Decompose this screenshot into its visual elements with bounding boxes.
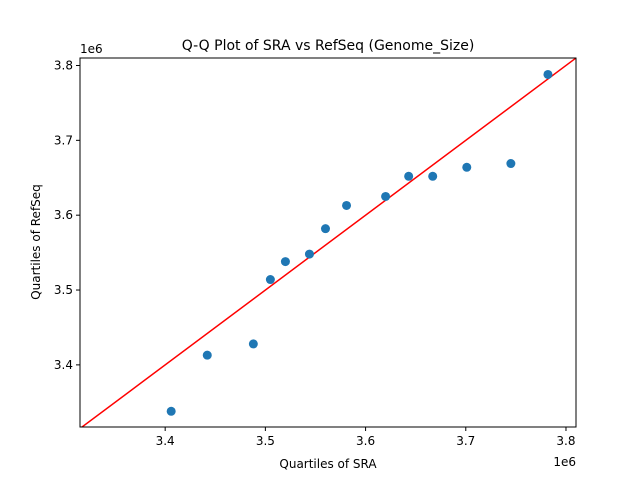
- y-tick-label: 3.5: [54, 283, 73, 297]
- data-point: [166, 406, 176, 416]
- x-tick-label: 3.6: [356, 434, 375, 448]
- data-point: [280, 257, 290, 267]
- data-point: [543, 69, 553, 79]
- x-tick-label: 3.8: [556, 434, 575, 448]
- y-tick-label: 3.6: [54, 208, 73, 222]
- y-axis-label: Quartiles of RefSeq: [29, 184, 43, 300]
- y-offset-label: 1e6: [80, 42, 103, 56]
- x-offset-label: 1e6: [553, 455, 576, 469]
- y-tick-label: 3.4: [54, 358, 73, 372]
- data-point: [265, 275, 275, 285]
- x-tick-label: 3.5: [256, 434, 275, 448]
- x-axis-label: Quartiles of SRA: [279, 457, 377, 471]
- x-tick-label: 3.7: [456, 434, 475, 448]
- plot-frame: [79, 57, 577, 428]
- data-point: [248, 339, 258, 349]
- axis-ticks-layer: 3.4 3.5 3.6 3.7 3.8 3.4 3.5 3.6 3.7 3.8: [54, 58, 576, 448]
- data-point: [202, 350, 212, 360]
- data-point: [404, 171, 414, 181]
- y-tick-label: 3.7: [54, 133, 73, 147]
- y-tick-label: 3.8: [54, 58, 73, 72]
- data-point: [381, 191, 391, 201]
- data-points-layer: [166, 69, 553, 416]
- data-point: [304, 249, 314, 259]
- data-point: [506, 159, 516, 169]
- data-point: [462, 162, 472, 172]
- data-point: [428, 171, 438, 181]
- x-tick-label: 3.4: [156, 434, 175, 448]
- chart-title: Q-Q Plot of SRA vs RefSeq (Genome_Size): [182, 38, 475, 54]
- data-point: [342, 200, 352, 210]
- data-point: [320, 224, 330, 234]
